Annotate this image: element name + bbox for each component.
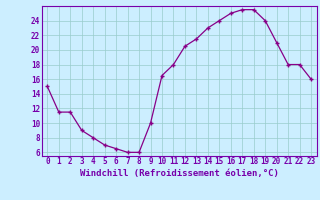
X-axis label: Windchill (Refroidissement éolien,°C): Windchill (Refroidissement éolien,°C) xyxy=(80,169,279,178)
